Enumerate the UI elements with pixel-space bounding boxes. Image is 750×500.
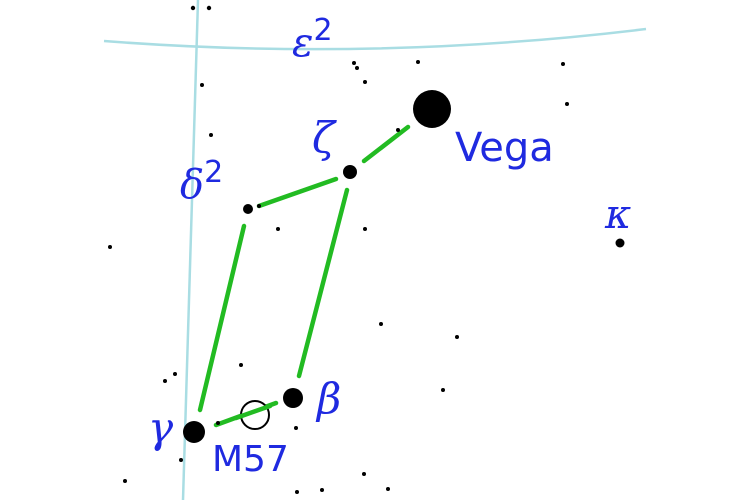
star-kappa[interactable] (615, 238, 625, 248)
background-star (416, 60, 420, 64)
background-star (352, 61, 356, 65)
background-star (294, 426, 298, 430)
background-star (276, 227, 280, 231)
background-stars (108, 5, 569, 494)
background-star (209, 133, 213, 137)
background-star (386, 487, 390, 491)
declination-grid-line (103, 27, 647, 51)
label-gamma: γ (148, 403, 174, 452)
background-star (257, 204, 261, 208)
background-star (200, 83, 204, 87)
background-star (363, 80, 367, 84)
background-star (565, 102, 569, 106)
background-star (190, 5, 196, 11)
asterism-line-delta2-gamma (197, 223, 247, 413)
background-star (396, 128, 400, 132)
star-zeta[interactable] (343, 165, 357, 179)
label-vega: Vega (455, 125, 554, 171)
label-delta2: δ2 (180, 155, 223, 208)
asterism-line-gamma-beta-overlay (233, 403, 273, 421)
background-star (379, 322, 383, 326)
background-star (561, 62, 565, 66)
star-delta2[interactable] (243, 204, 253, 214)
background-star (362, 472, 366, 476)
label-kappa: κ (604, 192, 631, 238)
asterism-line-zeta-delta2 (256, 176, 339, 209)
background-star (295, 490, 299, 494)
background-star (441, 388, 445, 392)
background-star (163, 379, 167, 383)
right-ascension-grid-line (181, 0, 200, 500)
label-zeta: ζ (312, 113, 337, 162)
background-star (173, 372, 177, 376)
background-star (206, 5, 212, 11)
asterism-line-zeta-beta (296, 187, 350, 379)
label-epsilon2: ε2 (292, 13, 333, 66)
background-star (363, 227, 367, 231)
background-star (239, 363, 243, 367)
background-star (123, 479, 127, 483)
background-star (455, 335, 459, 339)
label-beta: β (315, 374, 341, 423)
star-vega[interactable] (413, 90, 451, 128)
star-gamma[interactable] (183, 421, 205, 443)
background-star (179, 458, 183, 462)
background-star (216, 421, 220, 425)
background-star (355, 66, 359, 70)
asterism-line-vega-zeta (361, 124, 411, 164)
label-m57: M57 (212, 439, 289, 480)
star-beta[interactable] (283, 388, 303, 408)
background-star (108, 245, 112, 249)
background-star (320, 488, 324, 492)
constellation-lines (197, 124, 411, 428)
